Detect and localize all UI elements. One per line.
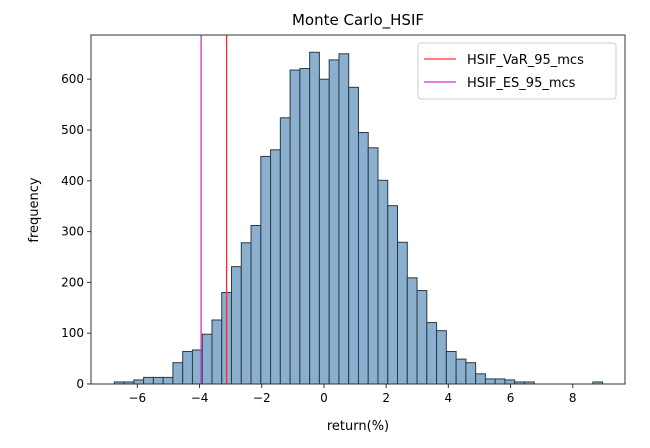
histogram-bar [133, 379, 145, 385]
histogram-bar [416, 290, 428, 385]
y-tick-label: 600 [61, 72, 84, 86]
y-tick-label: 300 [61, 225, 84, 239]
legend-label-var: HSIF_VaR_95_mcs [467, 53, 584, 68]
y-tick-label: 400 [61, 174, 84, 188]
histogram-bar [377, 179, 389, 385]
legend-label-es: HSIF_ES_95_mcs [467, 76, 576, 91]
x-ticks: −6 −4 −2 0 2 4 6 8 [128, 384, 577, 405]
histogram-bar [279, 117, 291, 385]
histogram-bar [240, 242, 252, 385]
histogram-bar [152, 376, 164, 385]
histogram-bar [309, 51, 320, 385]
y-tick-label: 0 [76, 377, 84, 391]
x-axis-label: return(%) [327, 419, 389, 434]
y-axis-label: frequency [27, 177, 42, 243]
histogram-bar [172, 362, 184, 385]
histogram-bar [250, 225, 262, 385]
histogram-bar [397, 241, 408, 385]
x-tick-label: 6 [507, 391, 515, 405]
histogram-bar [484, 378, 496, 385]
histogram-bar [270, 149, 281, 385]
y-tick-label: 200 [61, 275, 84, 289]
chart-title: Monte Carlo_HSIF [292, 11, 424, 30]
x-tick-label: 8 [569, 391, 577, 405]
histogram-bar [299, 68, 311, 385]
histogram-bar [504, 379, 516, 385]
plot-frame [90, 34, 626, 385]
histogram-bar [211, 319, 223, 385]
x-tick-label: 4 [445, 391, 453, 405]
histogram-bar [182, 350, 193, 385]
legend: HSIF_VaR_95_mcs HSIF_ES_95_mcs [417, 42, 617, 100]
x-tick-label: 2 [382, 391, 390, 405]
histogram-bar [338, 53, 350, 385]
histogram-bar [455, 358, 467, 385]
histogram-bar [162, 376, 174, 385]
histogram-bar [201, 333, 213, 385]
histogram-bar [328, 59, 340, 385]
histogram-bar [445, 350, 457, 385]
x-tick-label: −2 [253, 391, 271, 405]
y-tick-label: 500 [61, 123, 84, 137]
histogram-bar [357, 132, 369, 385]
histogram-bar [231, 266, 242, 385]
y-ticks: 0 100 200 300 400 500 600 [61, 72, 91, 391]
histogram-bar [436, 330, 447, 385]
y-tick-label: 100 [61, 326, 84, 340]
histogram-bar [426, 322, 438, 385]
legend-box [417, 42, 617, 100]
vlines-group [200, 35, 228, 384]
histogram-bar [406, 277, 418, 385]
histogram-bar [494, 378, 506, 385]
histogram-bar [348, 86, 359, 385]
histogram-bar [367, 147, 379, 385]
histogram-bar [475, 373, 486, 385]
histogram-bar [143, 376, 154, 385]
x-tick-label: −6 [128, 391, 146, 405]
histogram-bar [387, 205, 399, 385]
histogram-bar [260, 155, 272, 385]
x-tick-label: −4 [191, 391, 209, 405]
x-tick-label: 0 [320, 391, 328, 405]
histogram-bar [289, 69, 301, 385]
histogram-bar [318, 78, 330, 385]
bars-group [113, 51, 604, 385]
histogram-bar [465, 362, 477, 385]
